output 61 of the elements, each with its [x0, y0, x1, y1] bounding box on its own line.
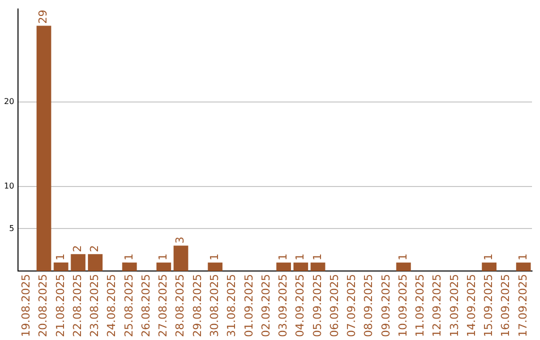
- y-tick-label: 20: [4, 96, 14, 106]
- data-label: 3: [174, 236, 187, 244]
- data-label: 1: [54, 254, 67, 261]
- data-label: 2: [70, 245, 84, 252]
- data-label: 1: [156, 254, 170, 261]
- x-tick-label: 05.09.2025: [310, 274, 324, 338]
- x-tick-label: 24.08.2025: [105, 274, 118, 338]
- x-tick-label: 06.09.2025: [328, 274, 341, 338]
- x-tick-label: 27.08.2025: [156, 274, 170, 338]
- data-label: 1: [208, 254, 222, 261]
- bar: [70, 254, 86, 272]
- x-tick-label: 15.09.2025: [482, 274, 496, 338]
- bar: [88, 254, 103, 272]
- x-tick-label: 04.09.2025: [294, 274, 307, 338]
- y-tick-label: 5: [9, 224, 14, 233]
- y-tick-label: 10: [4, 182, 14, 191]
- x-tick-label: 30.08.2025: [208, 274, 222, 338]
- data-label: 1: [482, 254, 496, 261]
- data-label: 1: [122, 254, 136, 261]
- bar: [174, 246, 188, 272]
- bar: [516, 262, 531, 272]
- bar: [36, 26, 52, 272]
- x-tick-label: 17.09.2025: [516, 274, 530, 338]
- data-label: 1: [294, 254, 307, 261]
- x-tick-label: 19.08.2025: [20, 274, 33, 338]
- x-tick-label: 01.09.2025: [242, 274, 256, 338]
- bar: [54, 262, 68, 272]
- bar: [293, 262, 308, 272]
- x-tick-label: 29.08.2025: [190, 274, 204, 338]
- x-tick-label: 28.08.2025: [174, 274, 187, 338]
- x-tick-label: 22.08.2025: [70, 274, 84, 338]
- x-tick-label: 31.08.2025: [225, 274, 238, 338]
- data-label: 29: [36, 10, 50, 24]
- bar: [208, 262, 222, 272]
- x-tick-label: 26.08.2025: [139, 274, 152, 338]
- x-tick-label: 03.09.2025: [276, 274, 290, 338]
- x-tick-label: 07.09.2025: [345, 274, 358, 338]
- x-tick-label: 10.09.2025: [396, 274, 410, 338]
- x-tick-label: 09.09.2025: [379, 274, 392, 338]
- bar: [396, 262, 411, 272]
- x-tick-label: 08.09.2025: [362, 274, 376, 338]
- x-tick-label: 14.09.2025: [464, 274, 478, 338]
- bar: [156, 262, 172, 272]
- bar: [482, 262, 497, 272]
- x-tick-label: 20.08.2025: [36, 274, 50, 338]
- data-label: 1: [396, 254, 410, 261]
- data-label: 1: [276, 254, 290, 261]
- bar: [310, 262, 326, 272]
- x-tick-label: 13.09.2025: [448, 274, 461, 338]
- x-tick-label: 25.08.2025: [122, 274, 136, 338]
- data-label: 1: [516, 254, 530, 261]
- bar: [122, 262, 137, 272]
- x-tick-label: 23.08.2025: [88, 274, 102, 338]
- x-tick-label: 02.09.2025: [259, 274, 272, 338]
- bar: [276, 262, 291, 272]
- data-label: 2: [88, 245, 102, 252]
- x-tick-label: 16.09.2025: [499, 274, 512, 338]
- data-label: 1: [310, 254, 324, 261]
- x-tick-label: 11.09.2025: [414, 274, 427, 338]
- x-tick-label: 21.08.2025: [54, 274, 67, 338]
- x-tick-label: 12.09.2025: [430, 274, 444, 338]
